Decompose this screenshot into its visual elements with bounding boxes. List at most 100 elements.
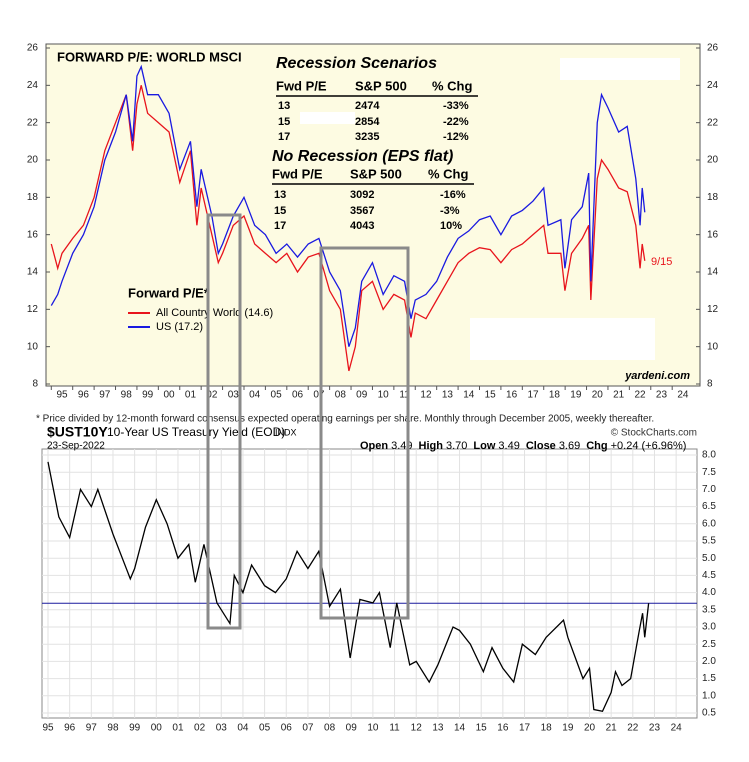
x-tick-label: 13	[442, 390, 454, 401]
x-tick-label: 04	[237, 723, 249, 734]
quote-name: Open	[360, 440, 388, 452]
blank-patch	[560, 58, 680, 80]
x-tick-label: 08	[335, 390, 347, 401]
y-tick-label: 5.5	[702, 536, 716, 547]
x-tick-label: 07	[313, 390, 325, 401]
y-tick-label: 14	[27, 267, 39, 278]
y2-tick-label: 8	[707, 379, 713, 390]
table-cell: 2474	[355, 100, 380, 112]
footnote: * Price divided by 12-month forward cons…	[36, 414, 654, 425]
x-tick-label: 00	[163, 390, 175, 401]
x-tick-label: 08	[324, 723, 336, 734]
table-title: Recession Scenarios	[276, 55, 437, 72]
table-cell: -12%	[443, 131, 469, 143]
y-tick-label: 24	[27, 80, 39, 91]
table-header: S&P 500	[355, 78, 407, 93]
symbol: $UST10Y	[47, 424, 108, 440]
x-tick-label: 21	[606, 723, 618, 734]
table-cell: 15	[278, 116, 290, 128]
quote-name: High	[419, 440, 444, 452]
table-header: % Chg	[432, 78, 473, 93]
source: yardeni.com	[624, 370, 690, 382]
x-tick-label: 11	[399, 390, 410, 401]
y-tick-label: 26	[27, 43, 39, 54]
y2-tick-label: 10	[707, 341, 719, 352]
x-tick-label: 19	[570, 390, 582, 401]
x-tick-label: 24	[671, 723, 683, 734]
quote-value: 3.69	[559, 440, 580, 452]
x-tick-label: 14	[454, 723, 466, 734]
table-cell: 13	[274, 189, 286, 201]
series-line	[50, 64, 646, 347]
x-tick-label: 01	[185, 390, 197, 401]
y-tick-label: 2.5	[702, 639, 716, 650]
y-tick-label: 16	[27, 229, 39, 240]
x-tick-label: 95	[42, 723, 54, 734]
quote-name: Low	[473, 440, 495, 452]
table-cell: 17	[274, 220, 286, 232]
y-tick-label: 6.0	[702, 518, 716, 529]
series-line	[50, 85, 646, 372]
x-tick-label: 23	[656, 390, 668, 401]
quote-value: +0.24 (+6.96%)	[611, 440, 687, 452]
x-tick-label: 09	[346, 723, 358, 734]
x-tick-label: 23	[649, 723, 661, 734]
table-cell: 3092	[350, 189, 374, 201]
y-tick-label: 8	[32, 379, 38, 390]
y-tick-label: 2.0	[702, 656, 716, 667]
x-tick-label: 04	[249, 390, 261, 401]
y2-tick-label: 26	[707, 43, 719, 54]
x-tick-label: 00	[151, 723, 163, 734]
y-tick-label: 3.5	[702, 604, 716, 615]
source: © StockCharts.com	[611, 428, 697, 439]
y-tick-label: 1.5	[702, 673, 716, 684]
table-cell: 3567	[350, 205, 374, 217]
chart-title: 10-Year US Treasury Yield (EOD)	[107, 425, 285, 439]
x-tick-label: 99	[142, 390, 154, 401]
chart-title: FORWARD P/E: WORLD MSCI	[57, 49, 242, 64]
x-tick-label: 05	[259, 723, 271, 734]
x-tick-label: 95	[56, 390, 68, 401]
x-tick-label: 12	[420, 390, 432, 401]
x-tick-label: 98	[121, 390, 133, 401]
quote-value: 3.49	[498, 440, 519, 452]
table-cell: 10%	[440, 220, 462, 232]
table-cell: 15	[274, 205, 286, 217]
x-tick-label: 05	[271, 390, 283, 401]
quote-value: 3.70	[446, 440, 467, 452]
table-cell: -22%	[443, 116, 469, 128]
exchange: INDX	[275, 427, 297, 437]
x-tick-label: 06	[281, 723, 293, 734]
y-tick-label: 12	[27, 304, 39, 315]
x-tick-label: 20	[592, 390, 604, 401]
y-tick-label: 18	[27, 192, 39, 203]
x-tick-label: 15	[485, 390, 497, 401]
table-cell: 13	[278, 100, 290, 112]
y-tick-label: 20	[27, 155, 39, 166]
y2-tick-label: 18	[707, 192, 719, 203]
x-tick-label: 20	[584, 723, 596, 734]
x-tick-label: 22	[635, 390, 647, 401]
x-tick-label: 06	[292, 390, 304, 401]
table-cell: 17	[278, 131, 290, 143]
x-tick-label: 97	[86, 723, 98, 734]
x-tick-label: 07	[302, 723, 314, 734]
y2-tick-label: 12	[707, 304, 719, 315]
bottom-plot-area	[41, 448, 698, 719]
y2-tick-label: 24	[707, 80, 719, 91]
y2-tick-label: 16	[707, 229, 719, 240]
y-tick-label: 4.5	[702, 570, 716, 581]
highlight-box	[206, 213, 242, 630]
x-tick-label: 96	[64, 723, 76, 734]
y-tick-label: 5.0	[702, 553, 716, 564]
y-tick-label: 0.5	[702, 708, 716, 719]
x-tick-label: 11	[389, 723, 400, 734]
x-tick-label: 12	[411, 723, 423, 734]
table-cell: -16%	[440, 189, 466, 201]
y-tick-label: 4.0	[702, 587, 716, 598]
quote-name: Chg	[586, 440, 607, 452]
x-tick-label: 16	[497, 723, 509, 734]
table-cell: 4043	[350, 220, 374, 232]
x-tick-label: 13	[432, 723, 444, 734]
date: 23-Sep-2022	[47, 441, 105, 452]
